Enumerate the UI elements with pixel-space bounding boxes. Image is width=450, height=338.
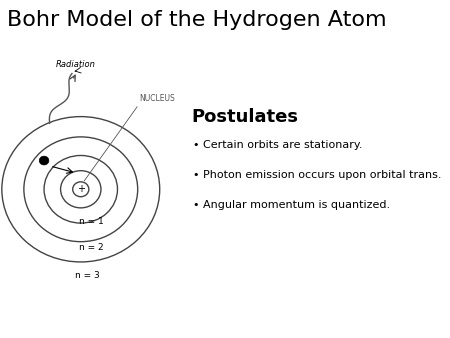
Text: Bohr Model of the Hydrogen Atom: Bohr Model of the Hydrogen Atom	[7, 10, 387, 30]
Text: NUCLEUS: NUCLEUS	[140, 94, 175, 103]
Text: Radiation: Radiation	[55, 60, 95, 69]
Text: • Photon emission occurs upon orbital trans.: • Photon emission occurs upon orbital tr…	[193, 170, 441, 180]
Text: • Certain orbits are stationary.: • Certain orbits are stationary.	[193, 140, 362, 150]
Text: • Angular momentum is quantized.: • Angular momentum is quantized.	[193, 200, 390, 210]
Text: n = 2: n = 2	[79, 243, 104, 252]
Text: n = 3: n = 3	[75, 271, 100, 280]
Text: Postulates: Postulates	[191, 108, 298, 126]
Circle shape	[73, 182, 89, 197]
Text: n = 1: n = 1	[79, 217, 104, 226]
Text: +: +	[77, 184, 85, 194]
Circle shape	[39, 156, 49, 165]
